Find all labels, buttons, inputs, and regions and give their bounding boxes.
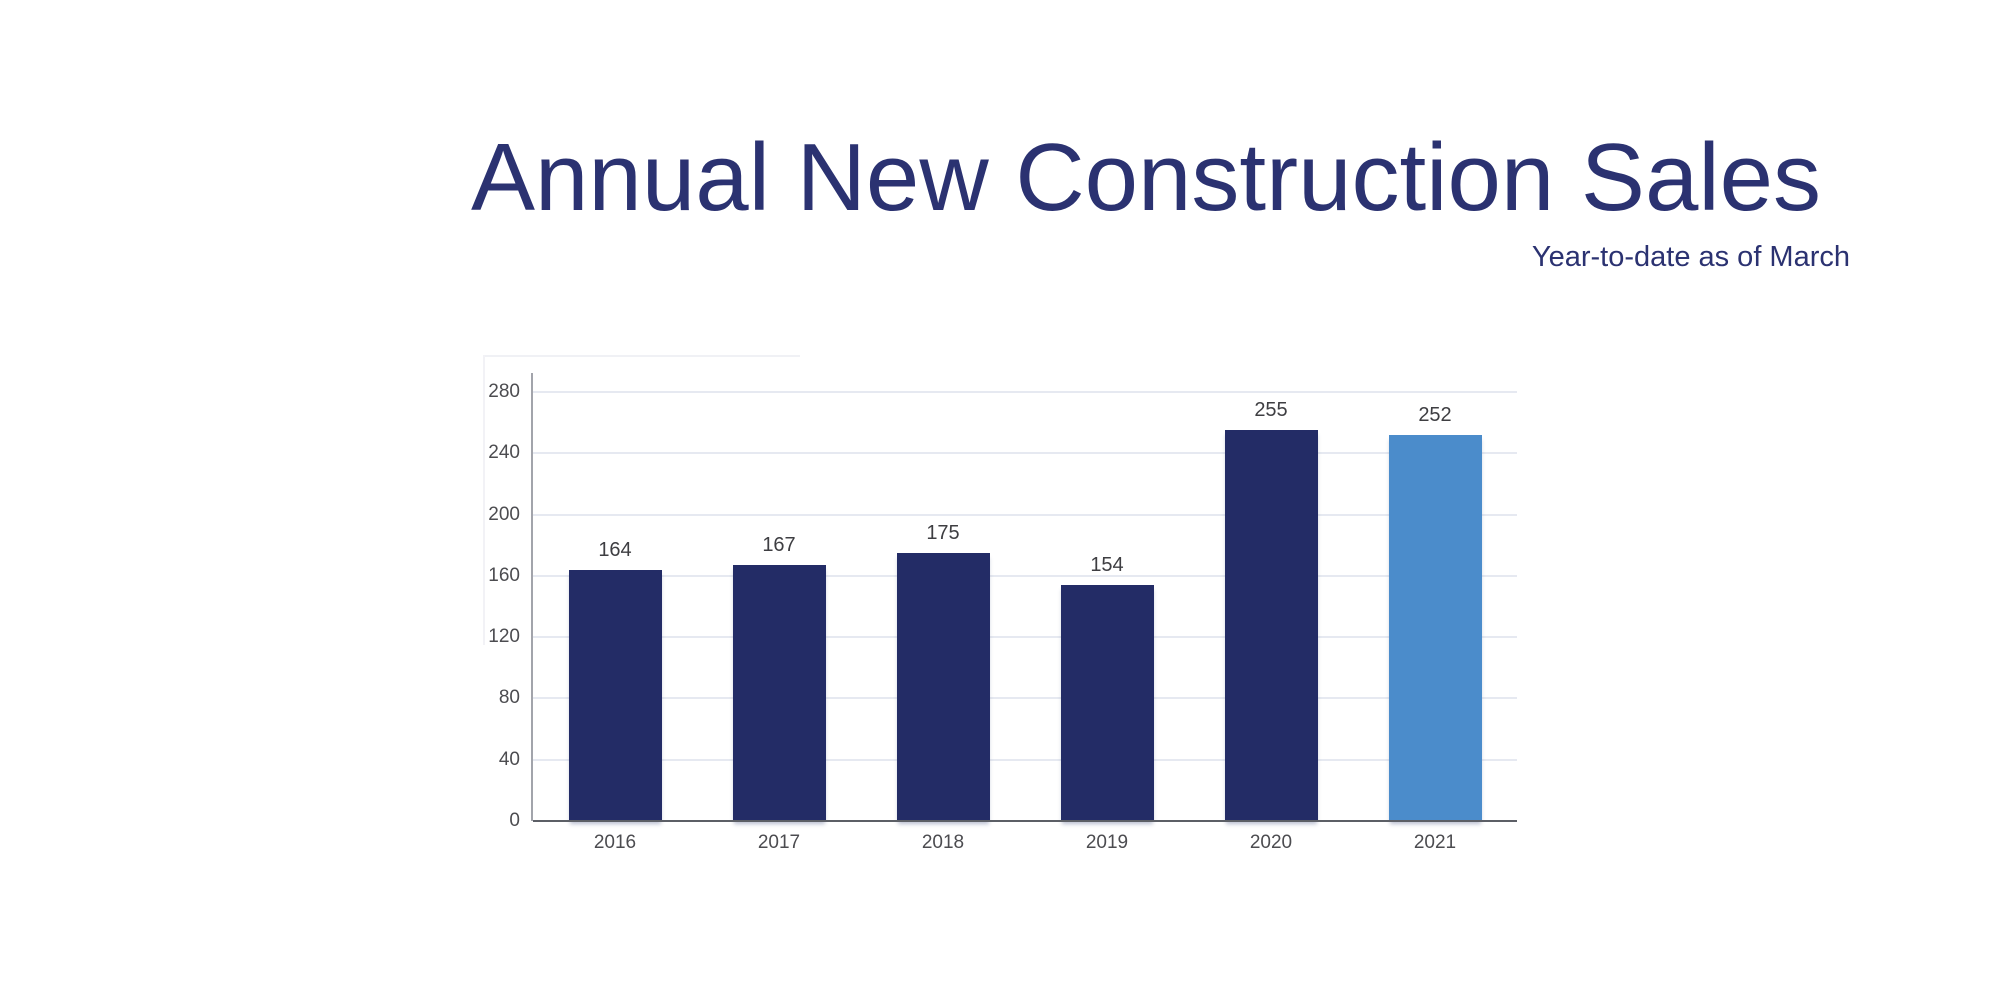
y-gridline [533, 636, 1517, 639]
y-gridline [533, 391, 1517, 393]
chart-frame-top-border [483, 355, 800, 357]
y-tick-label: 0 [509, 810, 520, 831]
y-gridline [533, 697, 1517, 700]
x-tick-label: 2021 [1413, 832, 1457, 853]
x-tick-label: 2019 [1085, 832, 1129, 853]
chart-title: Annual New Construction Sales [471, 124, 1822, 231]
bar-value-label: 154 [1090, 554, 1124, 577]
y-tick-label: 160 [488, 564, 520, 586]
x-tick-label: 2016 [593, 832, 637, 853]
x-axis-baseline [533, 820, 1517, 822]
y-tick-label: 80 [498, 687, 520, 709]
bar [568, 569, 662, 821]
bar [1060, 585, 1154, 821]
bar-value-label: 255 [1254, 399, 1288, 422]
bar [896, 552, 990, 821]
y-tick-label: 240 [488, 442, 520, 464]
chart-frame-left-border [483, 355, 485, 645]
x-tick-label: 2017 [757, 832, 801, 853]
bar-value-label: 167 [762, 534, 796, 557]
bar [1224, 430, 1318, 821]
bar [1388, 434, 1482, 821]
x-tick-label: 2018 [921, 832, 965, 853]
bar-value-label: 164 [598, 538, 632, 561]
y-tick-label: 200 [488, 503, 520, 525]
y-gridline [533, 452, 1517, 455]
y-tick-label: 120 [488, 626, 520, 648]
y-gridline [533, 574, 1517, 577]
bar-value-label: 175 [926, 521, 960, 544]
y-gridline [533, 513, 1517, 516]
y-axis-line [531, 373, 533, 821]
y-tick-label: 40 [498, 748, 520, 770]
y-gridline [533, 758, 1517, 761]
x-tick-label: 2020 [1249, 832, 1293, 853]
bar [732, 565, 826, 821]
y-tick-label: 280 [488, 381, 520, 402]
chart-subtitle: Year-to-date as of March [1531, 241, 1850, 273]
bar-value-label: 252 [1418, 403, 1452, 426]
